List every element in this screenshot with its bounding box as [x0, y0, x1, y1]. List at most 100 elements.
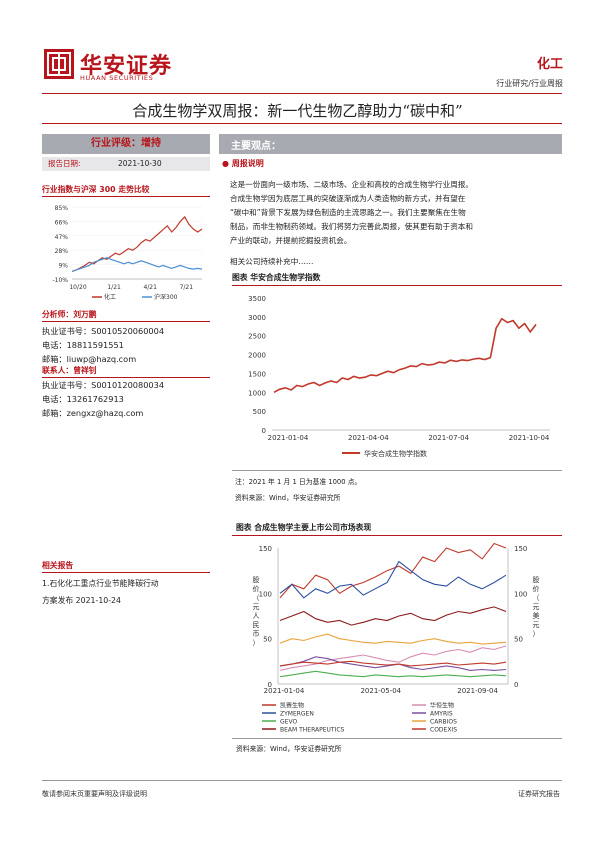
- legend-label: CARBIOS: [430, 719, 457, 726]
- figure1-title: 图表 华安合成生物学指数: [232, 273, 321, 282]
- main-points-title: 主要观点：: [231, 141, 281, 152]
- industry-sector: 化工: [536, 57, 563, 72]
- right-y-axis-label-char: 价: [533, 585, 540, 593]
- left-y-axis-label-char: 元: [253, 603, 260, 611]
- summary-line-5: 产业的联动，并提前挖掘投资机会。: [230, 236, 352, 245]
- y-tick-label: 66%: [55, 219, 69, 226]
- legend-label: ZYMERGEN: [280, 711, 314, 718]
- summary-line-4: 制品，而非生物制药领域。我们将努力完善此周报，使其更有助于资本和: [230, 222, 473, 231]
- contact-name: 曾祥钊: [73, 366, 97, 375]
- y-tick-label: 500: [253, 408, 266, 416]
- x-tick-label: 2021-10-04: [509, 434, 550, 442]
- analyst-name: 刘万鹏: [73, 310, 97, 319]
- figure2-title: 图表 合成生物学主要上市公司市场表现: [236, 523, 372, 532]
- company-line-5: [279, 633, 507, 645]
- figure2-bottom-divider: [232, 738, 562, 739]
- left-y-axis-label-char: 币: [253, 630, 260, 638]
- right-y-axis-label-char: 元: [533, 621, 540, 629]
- footer-disclaimer[interactable]: 敬请参阅末页重要声明及评级说明: [42, 790, 147, 798]
- right-y-axis-label-char: 股: [533, 576, 540, 584]
- left-y-tick-label: 100: [259, 590, 272, 598]
- summary-line-1: 这是一份面向一级市场、二级市场、企业和高校的合成生物学行业周报。: [230, 180, 473, 189]
- rating-label: 行业评级：: [91, 138, 141, 149]
- report-date-row: 报告日期: 2021-10-30: [42, 157, 210, 171]
- right-y-axis-label-char: （: [533, 594, 540, 602]
- legend-label: BEAM THERAPEUTICS: [280, 727, 345, 734]
- sector-vs-hs300-chart: -10% 9% 28% 47% 66% 85% 10/20 1/21 4/21 7/21 化工 沪深3…: [52, 205, 203, 301]
- summary-line-3: “碳中和”背景下发展为绿色制造的主流思路之一。我们主要聚焦在生物: [230, 208, 466, 217]
- left-y-tick-label: 150: [259, 545, 272, 553]
- y-tick-label: 2500: [248, 333, 266, 341]
- x-tick-label: 10/20: [69, 284, 86, 291]
- contact-section-label: 联系人：曾祥钊: [42, 365, 97, 376]
- figure2-source: 资料来源：Wind，华安证券研究所: [236, 745, 342, 753]
- left-y-axis-label-char: 人: [253, 612, 260, 620]
- related-report-line-1[interactable]: 1.石化化工重点行业节能降碳行动: [42, 579, 159, 588]
- left-y-tick-label: 50: [263, 636, 272, 644]
- report-date-label: 报告日期:: [48, 159, 81, 168]
- legend-label: 凯赛生物: [280, 702, 304, 710]
- contact-email[interactable]: 邮箱：zengxz@hazq.com: [42, 408, 144, 418]
- company-line-1: [279, 645, 507, 671]
- index-line: [273, 317, 537, 394]
- listed-companies-chart: 050100150050100150股价（元人民币）股价（元美元）2021-01…: [253, 542, 540, 734]
- analyst-phone: 电话：18811591551: [42, 340, 124, 350]
- followup-note: 相关公司持续补充中……: [230, 257, 314, 266]
- contact-cert: 执业证书号：S0010120080034: [42, 380, 165, 390]
- legend-label: AMYRIS: [430, 711, 453, 718]
- contact-phone: 电话：13261762913: [42, 394, 124, 404]
- summary-line-2: 合成生物学因为底层工具的突破逐渐成为人类造物的新方式，并有望在: [230, 194, 466, 203]
- legend-label: 华安合成生物学指数: [364, 449, 427, 458]
- x-tick-label: 2021-01-04: [268, 434, 309, 442]
- y-tick-label: 2000: [248, 352, 266, 360]
- company-line-7: [279, 660, 507, 667]
- legend-label: GEVO: [280, 719, 297, 726]
- industry-rating: 行业评级：增持: [42, 134, 210, 154]
- right-y-tick-label: 0: [514, 681, 518, 689]
- x-tick-label: 7/21: [180, 284, 194, 291]
- left-y-axis-label-char: 股: [253, 576, 260, 584]
- y-tick-label: 3500: [248, 295, 266, 303]
- figure1-divider: [232, 285, 562, 286]
- x-tick-label: 2021-04-04: [348, 434, 389, 442]
- report-category: 行业研究/行业周报: [496, 79, 563, 88]
- related-report-line-2[interactable]: 方案发布 2021-10-24: [42, 596, 121, 605]
- y-tick-label: 1500: [248, 370, 266, 378]
- weekly-note-title: 周报说明: [231, 159, 264, 168]
- analyst-label: 分析师：: [42, 310, 74, 319]
- contact-details: 执业证书号：S0010120080034 电话：13261762913 邮箱：z…: [42, 378, 164, 420]
- analyst-section-label: 分析师：刘万鹏: [42, 309, 97, 320]
- analyst-cert: 执业证书号：S0010520060004: [42, 326, 165, 336]
- y-tick-label: 85%: [55, 205, 69, 212]
- header-divider: [42, 93, 562, 94]
- footer-report-type: 证券研究报告: [518, 790, 560, 798]
- index-chart-divider: [42, 196, 210, 197]
- y-tick-label: 0: [262, 427, 266, 435]
- right-y-axis-label-char: 美: [533, 611, 540, 620]
- footer-divider: [42, 780, 562, 781]
- analyst-divider: [42, 321, 210, 322]
- left-y-axis-label-char: ）: [253, 639, 260, 647]
- x-tick-label: 1/21: [107, 284, 121, 291]
- x-tick-label: 2021-05-04: [360, 687, 401, 695]
- right-y-tick-label: 50: [514, 636, 523, 644]
- main-points-header: 主要观点：: [219, 134, 562, 154]
- analyst-contact: 执业证书号：S0010520060004 电话：18811591551 邮箱：l…: [42, 324, 164, 366]
- figure1-bottom-divider: [232, 470, 562, 471]
- huaan-synbio-index-chart: 0 500 1000 1500 2000 2500 3000 3500 2021-01-04 20…: [248, 295, 550, 458]
- company-line-2: [279, 560, 507, 599]
- left-y-axis-label-char: 价: [253, 585, 260, 593]
- legend-label: 华恒生物: [430, 702, 454, 710]
- y-tick-label: 3000: [248, 314, 266, 322]
- company-line-0: [279, 542, 507, 599]
- contact-label: 联系人：: [42, 366, 74, 375]
- analyst-email[interactable]: 邮箱：liuwp@hazq.com: [42, 354, 137, 364]
- related-report-list: 1.石化化工重点行业节能降碳行动 方案发布 2021-10-24: [42, 575, 159, 609]
- summary-paragraph: 这是一份面向一级市场、二级市场、企业和高校的合成生物学行业周报。 合成生物学因为…: [230, 178, 562, 248]
- company-line-4: [279, 670, 507, 678]
- left-y-axis-label-char: 民: [253, 621, 260, 629]
- legend-label: CODEXIS: [430, 727, 457, 734]
- y-tick-label: 9%: [58, 263, 68, 270]
- x-tick-label: 4/21: [143, 284, 157, 291]
- x-tick-label: 2021-07-04: [428, 434, 469, 442]
